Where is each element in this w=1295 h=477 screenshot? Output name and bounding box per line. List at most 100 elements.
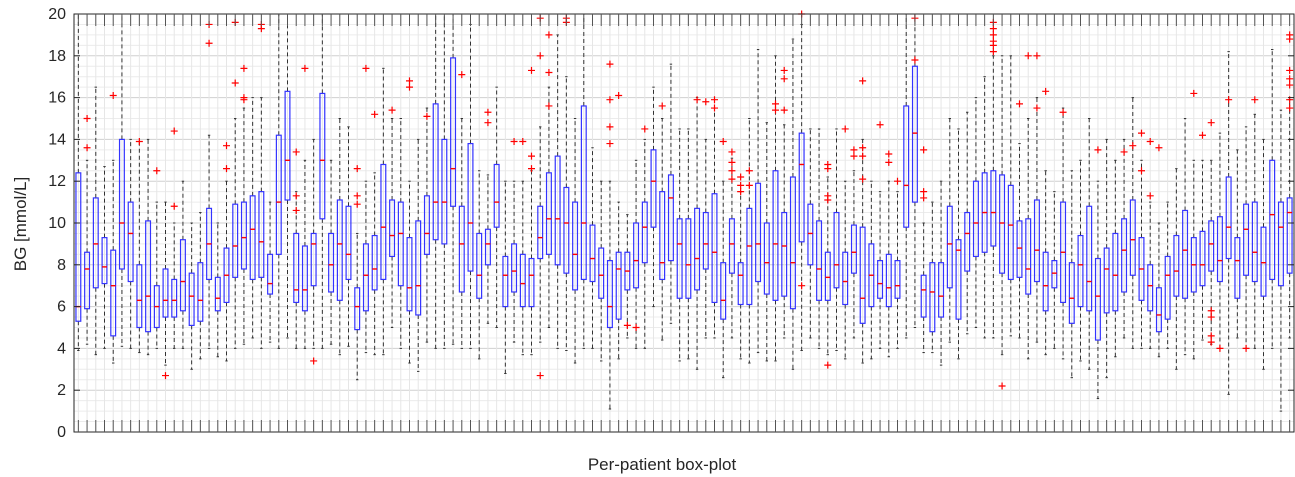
- outlier-marker: [1286, 75, 1294, 83]
- iqr-box: [519, 253, 526, 308]
- iqr-box: [1225, 176, 1232, 260]
- outlier-marker: [859, 175, 867, 183]
- outlier-marker: [1190, 89, 1198, 97]
- outlier-marker: [536, 372, 544, 380]
- patient-box: [528, 66, 535, 356]
- iqr-box: [1286, 197, 1293, 274]
- outlier-marker: [292, 206, 300, 214]
- iqr-box: [911, 65, 918, 203]
- y-tick-label: 6: [57, 299, 66, 316]
- iqr-box: [702, 211, 709, 270]
- patient-box: [1190, 89, 1198, 360]
- outlier-marker: [231, 79, 239, 87]
- outlier-marker: [780, 66, 788, 74]
- y-tick-label: 2: [57, 382, 66, 399]
- patient-box: [249, 97, 256, 339]
- iqr-box: [877, 260, 884, 299]
- outlier-marker: [615, 92, 623, 100]
- outlier-marker: [83, 144, 91, 152]
- patient-box: [502, 180, 509, 374]
- iqr-box: [267, 253, 274, 295]
- iqr-box: [659, 191, 666, 281]
- patient-box: [415, 138, 422, 372]
- patient-box: [1103, 138, 1110, 379]
- iqr-box: [1269, 159, 1276, 281]
- patient-box: [1033, 52, 1041, 343]
- outlier-marker: [728, 175, 736, 183]
- iqr-box: [136, 264, 143, 329]
- outlier-marker: [989, 31, 997, 39]
- iqr-box: [301, 245, 308, 312]
- iqr-box: [1234, 237, 1241, 299]
- outlier-marker: [528, 66, 535, 74]
- outlier-marker: [240, 64, 248, 72]
- outlier-marker: [641, 125, 649, 133]
- outlier-marker: [737, 173, 745, 181]
- patient-box: [763, 122, 770, 362]
- outlier-marker: [728, 158, 736, 166]
- outlier-marker: [301, 64, 309, 72]
- patient-box: [467, 23, 474, 349]
- outlier-marker: [876, 121, 884, 129]
- outlier-marker: [1155, 144, 1163, 152]
- patient-box: [885, 150, 893, 358]
- iqr-box: [946, 205, 953, 289]
- outlier-marker: [536, 52, 544, 60]
- iqr-box: [1260, 226, 1267, 297]
- iqr-box: [606, 260, 613, 329]
- iqr-box: [1208, 220, 1215, 272]
- iqr-box: [84, 251, 91, 310]
- iqr-box: [824, 251, 831, 301]
- outlier-marker: [1216, 344, 1224, 352]
- patient-box: [362, 64, 370, 354]
- outlier-marker: [484, 108, 492, 116]
- outlier-marker: [780, 106, 788, 114]
- patient-box: [1164, 201, 1171, 349]
- patient-box: [833, 128, 840, 351]
- y-tick-label: 18: [48, 48, 66, 65]
- iqr-box: [1121, 218, 1128, 293]
- patient-box: [476, 170, 483, 360]
- patient-box: [380, 67, 387, 356]
- outlier-marker: [1138, 167, 1145, 175]
- outlier-marker: [728, 167, 736, 175]
- patient-box: [1182, 118, 1189, 356]
- outlier-marker: [911, 56, 919, 64]
- iqr-box: [197, 262, 204, 322]
- patient-box: [240, 64, 248, 345]
- iqr-box: [1068, 262, 1075, 324]
- y-tick-label: 16: [48, 90, 66, 107]
- outlier-marker: [484, 119, 492, 127]
- outlier-marker: [528, 165, 535, 173]
- patient-box: [1225, 51, 1233, 395]
- patient-box: [275, 13, 282, 349]
- outlier-marker: [824, 165, 832, 173]
- patient-box: [432, 13, 439, 349]
- patient-box: [188, 222, 195, 370]
- outlier-marker: [1286, 35, 1294, 43]
- patient-box: [1059, 107, 1067, 360]
- outlier-marker: [737, 188, 745, 196]
- iqr-box: [728, 218, 735, 274]
- iqr-box: [371, 234, 378, 291]
- outlier-marker: [824, 196, 832, 204]
- iqr-box: [1033, 199, 1040, 283]
- patient-box: [964, 111, 971, 335]
- iqr-box: [1051, 260, 1058, 289]
- outlier-marker: [841, 125, 849, 133]
- iqr-box: [511, 243, 518, 293]
- iqr-box: [1277, 201, 1284, 287]
- patient-box: [519, 137, 527, 356]
- patient-box: [711, 96, 718, 339]
- patient-box: [1277, 109, 1284, 412]
- iqr-box: [293, 232, 300, 304]
- outlier-marker: [623, 321, 631, 329]
- patient-box: [615, 92, 623, 360]
- patient-box: [162, 201, 169, 380]
- outlier-marker: [850, 146, 858, 154]
- iqr-box: [755, 182, 762, 283]
- patient-box: [737, 173, 745, 360]
- outlier-marker: [1207, 307, 1215, 315]
- iqr-box: [885, 253, 892, 308]
